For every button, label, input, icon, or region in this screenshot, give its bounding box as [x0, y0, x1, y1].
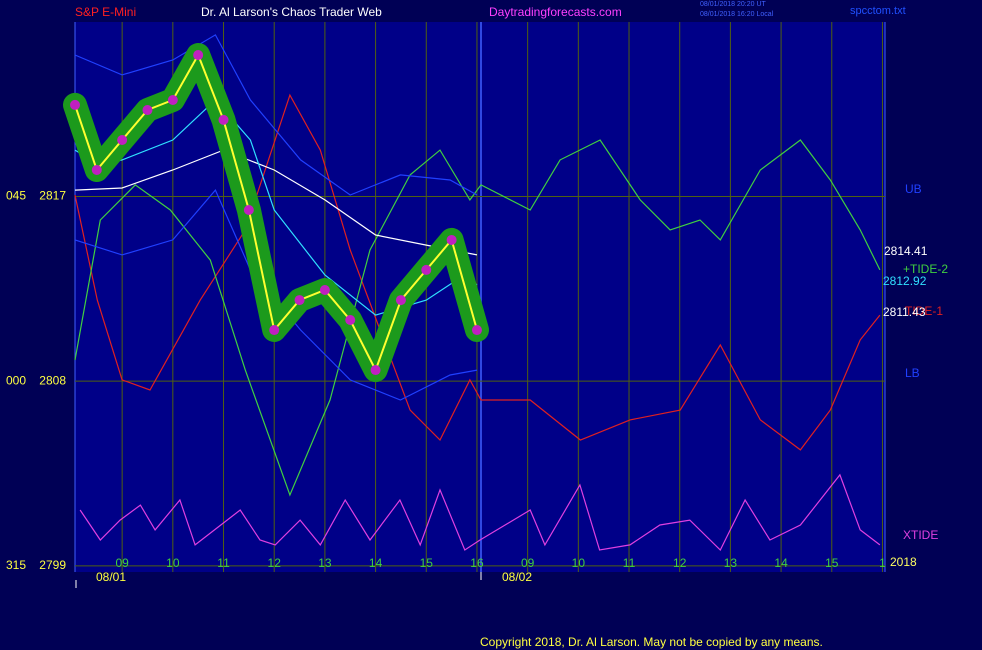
x-tick-label: 09	[115, 556, 129, 570]
price-dot	[446, 234, 457, 245]
grid	[75, 22, 885, 572]
series-label: XTIDE	[903, 528, 938, 542]
series-label: UB	[905, 182, 922, 196]
series-line	[74, 139, 881, 497]
price-dot	[142, 105, 153, 116]
timestamp: 08/01/2018 16:20 Local	[700, 11, 774, 18]
price-dot	[471, 325, 482, 336]
price-dot	[193, 50, 204, 61]
price-dot	[218, 114, 229, 125]
value-label: 2812.92	[883, 274, 927, 288]
series-line	[74, 34, 478, 196]
x-tick-label: 10	[166, 556, 180, 570]
y-tick-label: 2817	[39, 189, 66, 203]
price-dot	[421, 264, 432, 275]
series-label: +TIDE-2	[903, 262, 948, 276]
date-label: 08/02	[502, 570, 532, 584]
series-label: LB	[905, 366, 920, 380]
series-line	[74, 149, 478, 256]
x-tick-label: 11	[217, 556, 230, 570]
angle-label: 045	[6, 189, 26, 203]
x-tick-label: 12	[268, 556, 282, 570]
series-label: TIDE-1	[905, 304, 943, 318]
timestamp: 08/01/2018 20:20 UT	[700, 1, 766, 8]
copyright: Copyright 2018, Dr. Al Larson. May not b…	[480, 635, 823, 649]
x-tick-label: 09	[521, 556, 535, 570]
x-tick-label: 16	[470, 556, 484, 570]
x-tick-label: 1	[879, 556, 886, 570]
price-dot	[370, 365, 381, 376]
value-label: 2814.41	[884, 244, 928, 258]
label-layer: S&P E-Mini Dr. Al Larson's Chaos Trader …	[6, 1, 948, 649]
series-line	[74, 93, 881, 451]
series-layer	[63, 34, 881, 552]
series-line	[79, 473, 881, 552]
x-tick-label: 14	[369, 556, 383, 570]
site: Daytradingforecasts.com	[489, 5, 622, 19]
x-tick-label: 12	[673, 556, 687, 570]
price-dot	[395, 295, 406, 306]
price-dot	[294, 295, 305, 306]
y-tick-label: 2808	[39, 373, 66, 387]
value-label: 2018	[890, 555, 917, 569]
price-dot	[117, 135, 128, 146]
price-dot	[167, 94, 178, 105]
angle-label: 315	[6, 558, 26, 572]
x-tick-label: 15	[825, 556, 839, 570]
x-tick-label: 13	[724, 556, 738, 570]
value-label: 2811.43	[883, 305, 926, 319]
x-tick-label: 11	[623, 556, 636, 570]
y-tick-label: 2799	[39, 558, 66, 572]
price-dot	[70, 99, 80, 110]
symbol: S&P E-Mini	[75, 5, 136, 19]
file-name: spcctom.txt	[850, 5, 906, 17]
x-tick-label: 15	[420, 556, 434, 570]
chart-title: Dr. Al Larson's Chaos Trader Web	[201, 5, 382, 19]
angle-label: 000	[6, 373, 26, 387]
date-label: 08/01	[96, 570, 126, 584]
price-dot	[269, 325, 280, 336]
x-tick-label: 14	[774, 556, 788, 570]
x-tick-label: 10	[572, 556, 586, 570]
x-tick-label: 13	[318, 556, 332, 570]
price-dot	[243, 204, 254, 215]
price-dot	[91, 164, 102, 175]
price-dot	[345, 314, 356, 325]
price-dot	[319, 285, 330, 296]
